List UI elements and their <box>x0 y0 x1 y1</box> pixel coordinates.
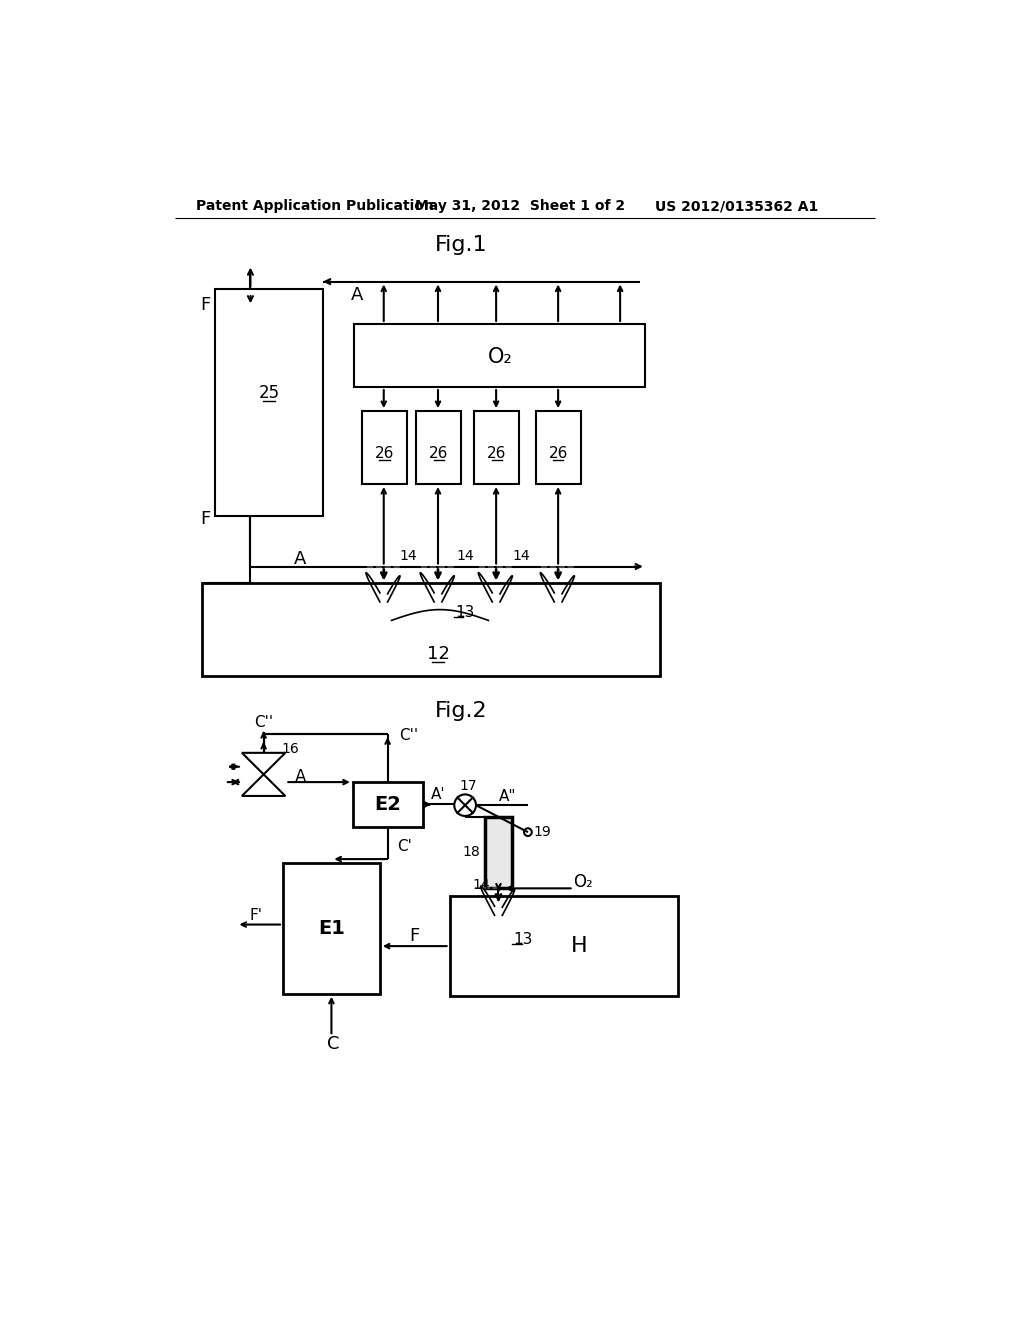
Text: 13: 13 <box>456 605 475 620</box>
Text: 13: 13 <box>514 932 532 948</box>
Text: C'': C'' <box>254 714 273 730</box>
Text: US 2012/0135362 A1: US 2012/0135362 A1 <box>655 199 818 213</box>
Text: A": A" <box>499 789 516 804</box>
Bar <box>283 863 380 994</box>
Text: 14: 14 <box>399 549 418 562</box>
Text: 26: 26 <box>375 446 394 461</box>
Text: 17: 17 <box>460 779 477 793</box>
Bar <box>362 411 407 484</box>
Text: Fig.1: Fig.1 <box>435 235 487 255</box>
Bar <box>536 411 581 484</box>
Text: 26: 26 <box>429 446 449 461</box>
Text: A: A <box>350 286 362 305</box>
Text: A: A <box>294 550 306 568</box>
Bar <box>474 411 519 484</box>
Text: May 31, 2012  Sheet 1 of 2: May 31, 2012 Sheet 1 of 2 <box>415 199 625 213</box>
Bar <box>215 289 324 516</box>
Text: F: F <box>201 296 211 314</box>
Polygon shape <box>242 752 286 775</box>
Bar <box>450 896 678 997</box>
Text: 19: 19 <box>532 825 551 840</box>
Bar <box>203 583 659 676</box>
Text: F: F <box>410 927 420 945</box>
Text: 14: 14 <box>513 549 530 562</box>
Text: 14: 14 <box>457 549 474 562</box>
Text: A: A <box>295 768 306 785</box>
Text: C: C <box>327 1035 339 1053</box>
Text: 18: 18 <box>463 845 480 859</box>
Text: 16: 16 <box>282 742 300 756</box>
Text: E1: E1 <box>318 919 345 939</box>
Text: Fig.2: Fig.2 <box>435 701 487 721</box>
Bar <box>352 781 423 826</box>
Text: F: F <box>201 510 211 528</box>
Bar <box>354 323 645 387</box>
Text: 14: 14 <box>473 878 490 891</box>
Text: 26: 26 <box>549 446 568 461</box>
Text: H: H <box>571 936 588 956</box>
Text: E2: E2 <box>374 795 401 814</box>
Text: 26: 26 <box>487 446 507 461</box>
Text: C'': C'' <box>399 729 419 743</box>
Text: Patent Application Publication: Patent Application Publication <box>197 199 434 213</box>
Text: O₂: O₂ <box>573 874 593 891</box>
Text: 12: 12 <box>427 645 450 663</box>
Text: F': F' <box>250 908 262 923</box>
Text: O₂: O₂ <box>487 347 512 367</box>
Bar <box>484 817 512 887</box>
Text: 25: 25 <box>258 384 280 403</box>
Polygon shape <box>242 775 286 796</box>
Bar <box>417 411 461 484</box>
Text: C': C' <box>397 838 412 854</box>
Text: A': A' <box>431 787 445 803</box>
